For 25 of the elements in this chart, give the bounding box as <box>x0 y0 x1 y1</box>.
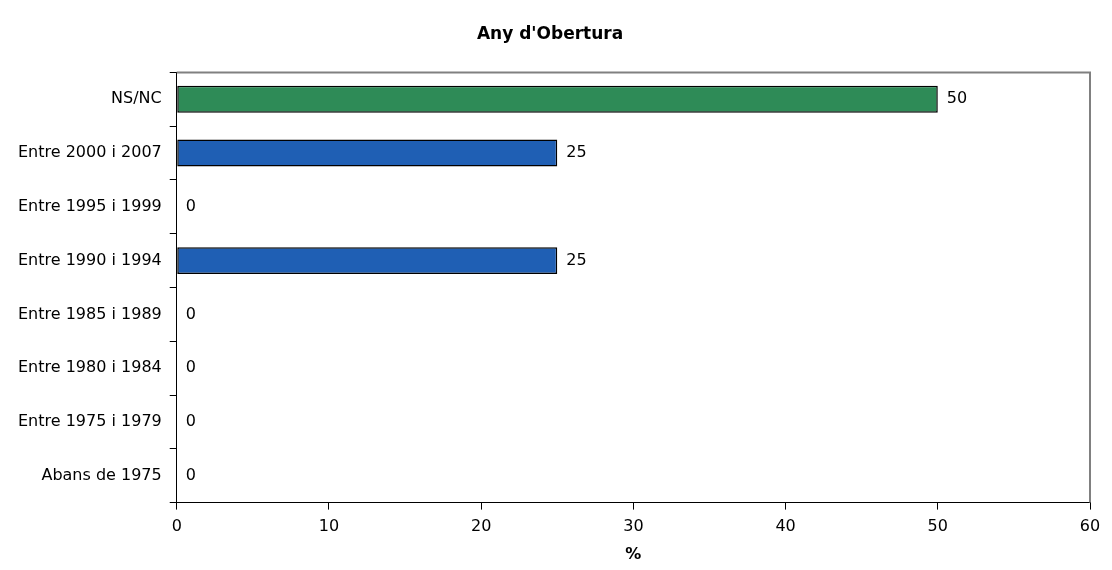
y-tick-label: Entre 2000 i 2007 <box>18 142 162 162</box>
x-axis-title: % <box>625 543 642 563</box>
data-label: 50 <box>946 88 968 108</box>
data-label: 0 <box>185 357 196 377</box>
x-tick-label: 50 <box>927 516 948 536</box>
x-tick-label: 40 <box>775 516 796 536</box>
y-tick-label: Entre 1995 i 1999 <box>18 195 162 215</box>
data-label: 25 <box>566 249 587 269</box>
y-tick-label: Entre 1975 i 1979 <box>18 411 162 431</box>
data-label: 0 <box>185 195 196 215</box>
x-tick-label: 0 <box>171 516 182 536</box>
x-tick-label: 10 <box>318 516 340 536</box>
y-tick-label: Entre 1985 i 1989 <box>18 303 162 323</box>
x-tick-label: 60 <box>1079 516 1101 536</box>
data-label: 25 <box>566 142 587 162</box>
chart-title: Any d'Obertura <box>476 22 624 43</box>
data-label: 0 <box>185 464 196 484</box>
y-tick-label: NS/NC <box>111 88 162 108</box>
y-tick-label: Abans de 1975 <box>41 464 162 484</box>
data-label: 0 <box>185 303 196 323</box>
x-tick-label: 20 <box>470 516 492 536</box>
x-tick-label: 30 <box>623 516 644 536</box>
y-tick-label: Entre 1980 i 1984 <box>18 357 162 377</box>
data-label: 0 <box>185 411 196 431</box>
y-tick-label: Entre 1990 i 1994 <box>18 249 162 269</box>
